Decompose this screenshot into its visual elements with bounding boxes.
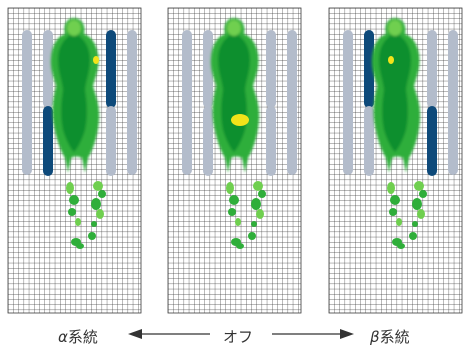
label-alpha-text: 系統	[67, 328, 98, 346]
airbar-right-outer	[127, 30, 137, 175]
leg-contact	[412, 221, 418, 227]
airbar-right-outer	[287, 30, 297, 175]
airbar-right-top	[106, 30, 116, 108]
leg-contact	[256, 209, 264, 219]
arrow-right-head	[340, 329, 354, 339]
leg-contact	[414, 181, 424, 191]
bar-group	[22, 30, 137, 176]
airbar-right-bottom	[106, 106, 116, 176]
leg-contact	[91, 198, 101, 210]
leg-contact	[235, 218, 241, 226]
leg-contact	[389, 208, 397, 216]
leg-contact	[68, 208, 76, 216]
leg-contact	[417, 209, 425, 219]
label-alpha-greek: α	[58, 328, 68, 346]
leg-contact	[88, 232, 96, 240]
airbar-left-top	[203, 30, 213, 108]
airbar-left-outer	[343, 30, 353, 175]
label-off-text: オフ	[223, 328, 254, 346]
bar-group	[343, 30, 458, 176]
airbar-right-outer	[448, 30, 458, 175]
pressure-legs	[226, 181, 266, 249]
label-alpha: α系統	[58, 326, 98, 347]
pressure-core	[379, 24, 411, 152]
leg-contact	[390, 195, 400, 205]
leg-contact	[412, 198, 422, 210]
leg-contact	[387, 182, 395, 194]
head-contact	[227, 20, 241, 36]
leg-contact	[396, 218, 402, 226]
label-beta-text: 系統	[379, 328, 410, 346]
bar-group	[182, 30, 297, 176]
airbar-right-bottom	[266, 106, 276, 176]
pressure-body	[371, 18, 421, 173]
leg-contact	[66, 182, 74, 194]
airbar-left-bottom	[364, 106, 374, 176]
label-off: オフ	[223, 326, 253, 347]
arrow-right	[272, 329, 354, 339]
leg-contact	[248, 232, 256, 240]
airbar-right-top	[266, 30, 276, 108]
panel-off	[167, 7, 302, 314]
panel-beta	[328, 7, 463, 314]
leg-contact	[236, 243, 244, 249]
leg-contact	[69, 195, 79, 205]
pressure-core	[58, 24, 90, 152]
leg-contact	[226, 182, 234, 194]
arrow-left	[128, 329, 210, 339]
peak-shoulder	[388, 56, 394, 64]
airbar-left-top	[364, 30, 374, 108]
leg-contact	[75, 218, 81, 226]
leg-contact	[76, 243, 84, 249]
head-contact	[388, 20, 402, 36]
pressure-legs	[66, 181, 106, 249]
leg-contact	[228, 208, 236, 216]
leg-contact	[419, 190, 427, 198]
airbar-left-bottom	[43, 106, 53, 176]
head-contact	[67, 20, 81, 36]
leg-contact	[253, 181, 263, 191]
leg-contact	[96, 209, 104, 219]
airbar-right-top	[427, 30, 437, 108]
leg-contact	[98, 190, 106, 198]
airbar-right-bottom	[427, 106, 437, 176]
leg-contact	[258, 190, 266, 198]
leg-contact	[91, 221, 97, 227]
leg-contact	[409, 232, 417, 240]
pressure-body	[50, 18, 100, 173]
leg-contact	[251, 198, 261, 210]
leg-contact	[229, 195, 239, 205]
label-beta: β系統	[370, 326, 410, 347]
peak-hip	[231, 114, 249, 126]
panel-alpha	[7, 7, 142, 314]
airbar-left-bottom	[203, 106, 213, 176]
airbar-left-outer	[182, 30, 192, 175]
peak-shoulder	[93, 56, 99, 64]
airbar-left-outer	[22, 30, 32, 175]
label-beta-greek: β	[370, 328, 380, 346]
airbar-left-top	[43, 30, 53, 108]
leg-contact	[251, 221, 257, 227]
pressure-legs	[387, 181, 427, 249]
leg-contact	[397, 243, 405, 249]
arrow-left-head	[128, 329, 142, 339]
leg-contact	[93, 181, 103, 191]
